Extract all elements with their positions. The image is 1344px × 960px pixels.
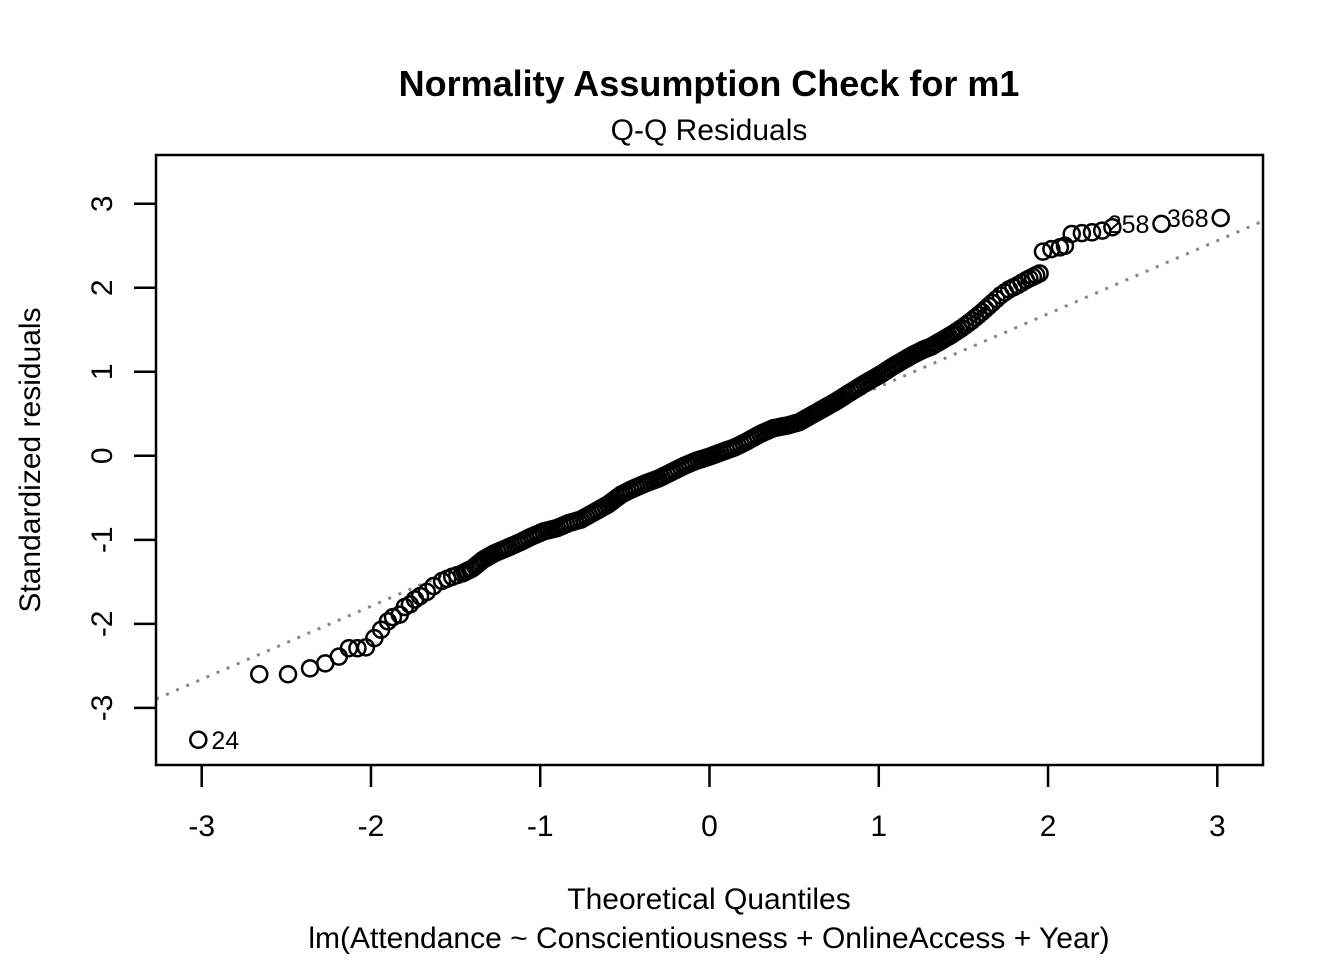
- x-tick-label: 1: [870, 810, 887, 843]
- x-tick-label: 0: [701, 810, 718, 843]
- data-point: [1042, 239, 1061, 259]
- outlier-point: [189, 730, 208, 750]
- data-point: [1082, 223, 1102, 242]
- y-tick-label: -3: [86, 695, 119, 722]
- data-point: [1072, 223, 1092, 243]
- chart-title: Normality Assumption Check for m1: [399, 63, 1020, 104]
- x-tick-label: -3: [188, 810, 215, 843]
- y-tick-label: -1: [86, 526, 119, 553]
- x-tick-label: -1: [527, 810, 554, 843]
- reference-line-group: [155, 219, 1264, 701]
- x-tick-label: -2: [358, 810, 385, 843]
- y-tick-label: 1: [86, 363, 119, 380]
- x-axis-label: Theoretical Quantiles: [567, 883, 850, 916]
- data-point: [348, 638, 367, 658]
- chart-subtitle: Q-Q Residuals: [611, 114, 808, 147]
- y-tick-label: 2: [86, 279, 119, 296]
- data-point: [1092, 221, 1112, 240]
- outlier-label: 368: [1167, 205, 1209, 233]
- outlier-label: 258: [1108, 211, 1150, 239]
- data-point: [1062, 224, 1081, 244]
- y-axis-label: Standardized residuals: [14, 307, 47, 612]
- outlier-point: [1152, 214, 1171, 234]
- data-points-group: 24 258 368: [189, 205, 1230, 755]
- outlier-point: [1211, 208, 1230, 228]
- axes-group: -3 -2 -1 0 1 2 3 -3 -2 -1 0 1 2 3: [86, 153, 1265, 843]
- x-tick-label: 3: [1209, 810, 1226, 843]
- data-point: [300, 659, 320, 678]
- data-point: [1103, 218, 1122, 237]
- y-tick-label: 3: [86, 195, 119, 212]
- outlier-label: 24: [211, 727, 239, 755]
- data-point: [250, 665, 269, 684]
- qq-reference-line: [155, 219, 1264, 701]
- model-caption: lm(Attendance ~ Conscientiousness + Onli…: [308, 922, 1109, 955]
- data-point: [329, 647, 349, 666]
- y-tick-label: -2: [86, 610, 119, 637]
- y-tick-label: 0: [86, 447, 119, 464]
- data-point: [1033, 242, 1053, 261]
- x-tick-label: 2: [1040, 810, 1057, 843]
- data-point: [278, 665, 298, 684]
- data-point: [1030, 264, 1049, 283]
